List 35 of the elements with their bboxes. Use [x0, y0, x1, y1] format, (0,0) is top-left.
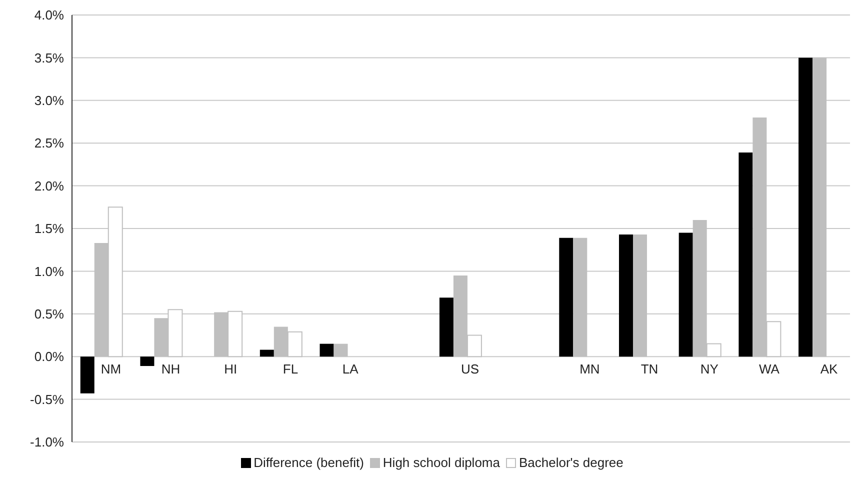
bar — [320, 344, 334, 357]
legend-label: Bachelor's degree — [519, 455, 624, 470]
y-tick-label: 1.5% — [34, 221, 64, 236]
x-tick-label: AK — [820, 362, 838, 377]
x-tick-label: WA — [758, 362, 780, 377]
x-tick-label: LA — [342, 362, 359, 377]
x-tick-label: FL — [282, 362, 298, 377]
y-tick-label: 0.0% — [34, 349, 64, 364]
x-tick-label: HI — [224, 362, 238, 377]
x-tick-label: MN — [580, 362, 600, 377]
bar — [738, 152, 753, 357]
y-tick-label: 2.5% — [34, 136, 64, 151]
y-tick-label: -0.5% — [30, 392, 64, 407]
y-tick-label: 4.0% — [34, 8, 64, 23]
x-tick-label: NY — [700, 362, 719, 377]
x-tick-label: TN — [640, 362, 658, 377]
y-tick-label: -1.0% — [30, 434, 64, 450]
x-tick-label: US — [460, 362, 480, 377]
bar — [80, 356, 94, 394]
y-tick-label: 3.0% — [34, 93, 64, 108]
y-tick-label: 0.5% — [34, 306, 64, 322]
x-tick-label: NM — [100, 362, 122, 377]
legend-label: High school diploma — [382, 455, 500, 470]
legend-label: Difference (benefit) — [254, 455, 364, 470]
y-tick-label: 2.0% — [34, 178, 64, 194]
bar — [559, 238, 574, 357]
y-tick-label: 1.0% — [34, 264, 64, 279]
bar — [618, 234, 633, 357]
bar — [439, 298, 454, 357]
x-tick-label: NH — [161, 362, 180, 377]
bar — [798, 58, 813, 357]
bar — [678, 232, 693, 357]
y-tick-label: 3.5% — [34, 50, 64, 66]
bar — [140, 356, 154, 366]
bar — [260, 350, 274, 357]
